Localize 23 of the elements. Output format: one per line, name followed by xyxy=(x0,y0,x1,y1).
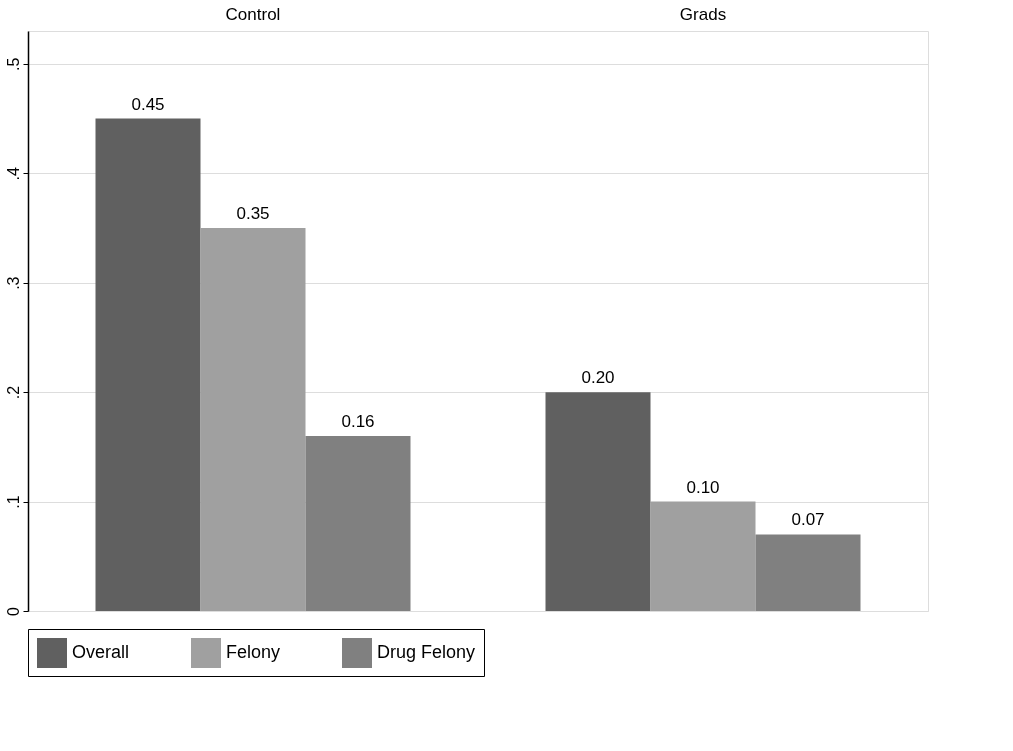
legend-label: Drug Felony xyxy=(377,642,476,662)
data-label: 0.45 xyxy=(131,94,165,114)
y-tick-label: .3 xyxy=(4,276,22,290)
y-tick-label: 0 xyxy=(4,606,22,616)
y-tick-label: .1 xyxy=(4,495,22,509)
legend-label: Felony xyxy=(226,642,281,662)
bar xyxy=(545,392,651,611)
y-tick-label: .4 xyxy=(4,166,22,181)
y-tick-label: .2 xyxy=(4,385,22,400)
bar xyxy=(200,227,306,611)
bar xyxy=(755,534,861,611)
data-label: 0.16 xyxy=(341,411,375,431)
legend-label: Overall xyxy=(72,642,130,662)
data-label: 0.20 xyxy=(581,368,615,388)
x-tick-label: Grads xyxy=(679,4,727,24)
x-tick-label: Control xyxy=(225,4,281,24)
data-label: 0.35 xyxy=(236,203,270,223)
bar xyxy=(305,435,411,611)
data-label: 0.07 xyxy=(791,510,825,530)
bar xyxy=(95,118,201,611)
data-label: 0.10 xyxy=(686,477,720,497)
y-tick-label: .5 xyxy=(4,57,22,71)
bar xyxy=(650,501,756,611)
